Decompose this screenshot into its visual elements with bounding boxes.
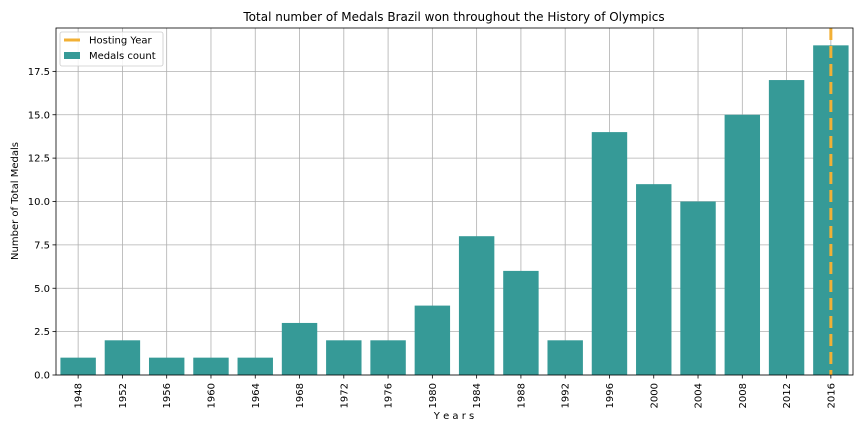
y-axis-label: Number of Total Medals xyxy=(10,142,21,260)
bar xyxy=(370,340,406,375)
bar xyxy=(458,236,495,375)
x-tick-label: 1956 xyxy=(162,383,173,408)
x-tick-label: 1976 xyxy=(384,383,395,408)
x-axis-label: Y e a r s xyxy=(433,411,474,422)
legend-swatch-medals-count xyxy=(64,52,80,59)
axes: 0.0 2.5 5.0 7.5 10.0 12.5 15.0 17.5 1948 1952 1956… xyxy=(28,27,854,408)
x-tick-label: 1960 xyxy=(206,383,217,408)
y-tick-label: 12.5 xyxy=(28,154,50,165)
bar xyxy=(281,322,318,375)
bar xyxy=(547,340,583,375)
y-tick-label: 17.5 xyxy=(28,67,50,78)
bar xyxy=(326,340,362,375)
x-tick-label: 1964 xyxy=(251,383,262,408)
y-tick-label: 2.5 xyxy=(34,327,50,338)
bar xyxy=(193,357,229,375)
x-tick-label: 2008 xyxy=(738,383,749,408)
x-tick-label: 1996 xyxy=(605,383,616,408)
bar xyxy=(636,184,672,375)
x-tick-label: 1948 xyxy=(74,383,85,408)
x-tick-label: 1992 xyxy=(561,383,572,408)
x-tick-label: 1972 xyxy=(339,383,350,408)
legend-label-hosting-year: Hosting Year xyxy=(89,36,152,47)
legend-box xyxy=(59,31,164,67)
x-tick-label: 2004 xyxy=(694,383,705,408)
y-tick-label: 5.0 xyxy=(34,284,50,295)
x-tick-label: 1988 xyxy=(516,383,527,408)
bar xyxy=(724,114,761,375)
plot-frame xyxy=(55,27,854,376)
bar xyxy=(148,357,185,375)
x-tick-label: 1968 xyxy=(295,383,306,408)
x-tick-label: 1980 xyxy=(428,383,439,408)
legend-label-medals-count: Medals count xyxy=(89,51,156,62)
legend: Hosting Year Medals count xyxy=(59,31,164,67)
y-tick-label: 7.5 xyxy=(34,240,50,251)
x-tick-label: 2000 xyxy=(649,383,660,408)
bar xyxy=(104,340,141,375)
bar xyxy=(680,201,716,375)
bar xyxy=(414,305,451,375)
chart-title: Total number of Medals Brazil won throug… xyxy=(242,10,664,24)
bar xyxy=(503,270,539,375)
y-tick-label: 10.0 xyxy=(28,197,50,208)
x-tick-label: 2016 xyxy=(826,383,837,408)
x-tick-label: 2012 xyxy=(782,383,793,408)
bar xyxy=(591,132,628,375)
y-tick-label: 0.0 xyxy=(34,371,50,382)
bar xyxy=(237,357,273,375)
x-tick-label: 1984 xyxy=(472,383,483,408)
bar xyxy=(768,80,805,376)
bar xyxy=(60,357,96,375)
y-tick-label: 15.0 xyxy=(28,110,50,121)
bars xyxy=(60,28,849,376)
x-tick-label: 1952 xyxy=(118,383,129,408)
